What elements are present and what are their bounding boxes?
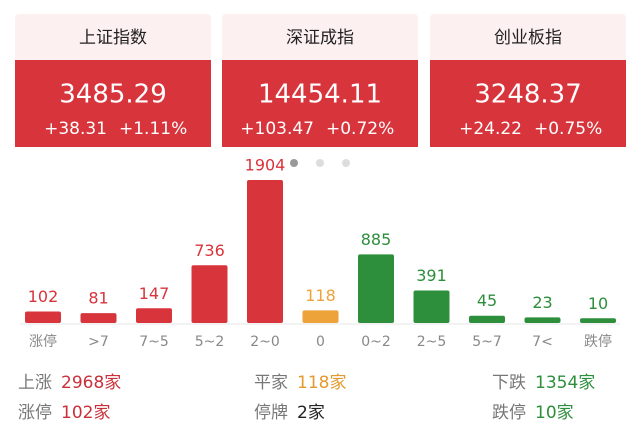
bar	[80, 313, 117, 323]
index-percent: +0.75%	[534, 119, 602, 139]
summary-label: 涨停	[18, 403, 52, 423]
category-label: 7~5	[139, 334, 169, 350]
value-label: 391	[416, 266, 447, 285]
bar	[580, 318, 616, 323]
category-label: 5~7	[472, 334, 502, 350]
category-label: 跌停	[584, 333, 612, 350]
card-header[interactable]	[430, 14, 626, 64]
index-name: 创业板指	[494, 28, 562, 48]
index-value: 14454.11	[258, 80, 382, 110]
value-label: 736	[194, 241, 225, 260]
card-header[interactable]	[222, 14, 418, 64]
value-label: 118	[305, 286, 336, 305]
index-change: +38.31	[44, 119, 107, 139]
value-label: 147	[139, 284, 170, 303]
bar	[302, 310, 339, 323]
summary-label: 跌停	[492, 403, 526, 423]
summary-label: 下跌	[492, 373, 526, 393]
summary-value: 2家	[297, 403, 325, 423]
category-label: 5~2	[195, 334, 225, 350]
bar	[25, 311, 61, 323]
summary-value: 10家	[535, 403, 574, 423]
category-label: 0	[316, 334, 325, 350]
value-label: 81	[88, 289, 108, 308]
bar	[358, 254, 394, 323]
card-body[interactable]	[222, 60, 418, 147]
index-name: 上证指数	[79, 28, 147, 48]
summary-value: 102家	[61, 403, 110, 423]
summary-label: 上涨	[18, 373, 52, 393]
bar	[469, 315, 505, 323]
card-body[interactable]	[15, 60, 211, 147]
index-value: 3485.29	[59, 80, 167, 110]
index-percent: +0.72%	[326, 119, 394, 139]
category-label: 2~0	[250, 334, 280, 350]
summary-label: 平家	[254, 373, 288, 393]
category-label: 7<	[532, 334, 553, 350]
card-body[interactable]	[430, 60, 626, 147]
index-change: +103.47	[240, 119, 314, 139]
bar	[136, 308, 172, 323]
category-label: >7	[88, 334, 109, 350]
value-label: 23	[532, 293, 552, 312]
value-label: 10	[588, 294, 608, 313]
bar	[191, 265, 228, 323]
category-label: 涨停	[29, 333, 57, 350]
value-label: 102	[28, 287, 59, 306]
page-dot[interactable]	[290, 159, 298, 167]
bar	[413, 290, 450, 323]
index-value: 3248.37	[474, 80, 582, 110]
category-label: 2~5	[417, 334, 447, 350]
summary-value: 1354家	[535, 373, 595, 393]
summary-label: 停牌	[254, 403, 288, 423]
category-label: 0~2	[361, 334, 391, 350]
value-label: 1904	[245, 156, 286, 175]
summary-value: 2968家	[61, 373, 121, 393]
summary-value: 118家	[297, 373, 346, 393]
value-label: 885	[361, 230, 392, 249]
index-percent: +1.11%	[119, 119, 187, 139]
bar	[247, 180, 283, 323]
index-name: 深证成指	[286, 28, 354, 48]
page-dot[interactable]	[342, 159, 350, 167]
page-dot[interactable]	[316, 159, 324, 167]
card-header[interactable]	[15, 14, 211, 64]
index-change: +24.22	[459, 119, 522, 139]
bar	[524, 317, 561, 323]
value-label: 45	[477, 291, 497, 310]
